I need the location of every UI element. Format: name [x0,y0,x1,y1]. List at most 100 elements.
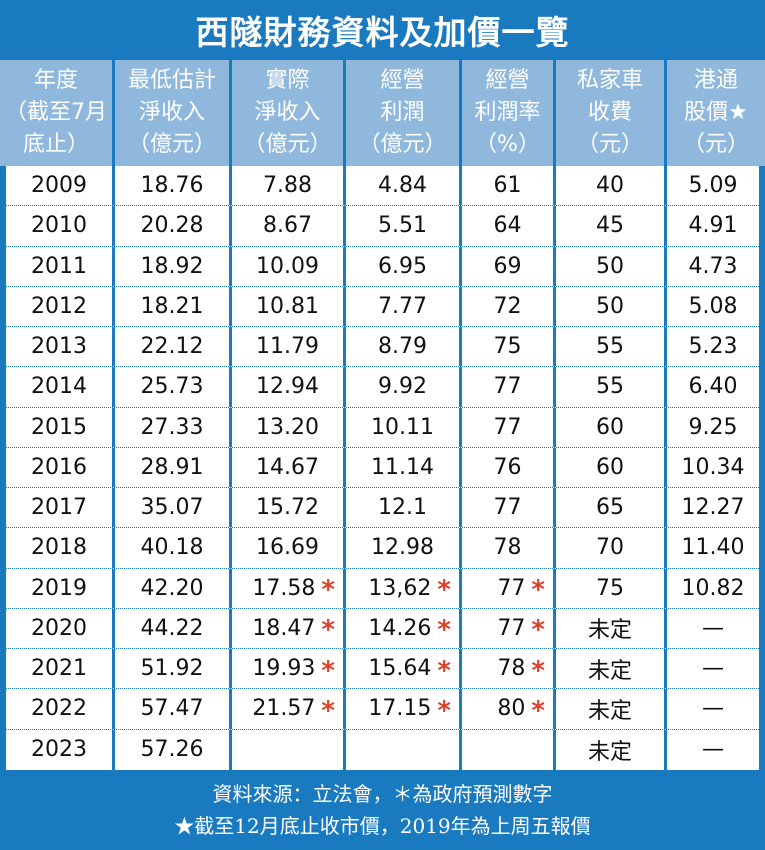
header-line: 經營 [380,68,425,93]
cell-value: 未定 [587,698,632,724]
forecast-asterisk-icon: * [531,655,545,686]
table-cell: — [667,730,759,770]
cell-value: 2016 [31,454,87,480]
cell-value: 2013 [31,334,87,360]
table-cell: 55 [556,367,667,407]
cell-value: — [702,737,724,763]
cell-value: 28.91 [140,454,204,480]
cell-value: 5.23 [688,334,738,360]
table-cell: 10.82 [667,569,759,608]
table-cell: 70 [556,528,667,568]
cell-value: 10.82 [681,575,745,601]
cell-value: 78 [493,535,522,561]
table-cell: 25.73 [115,367,232,407]
cell-value: 55 [596,374,624,400]
table-cell: 2014 [6,367,115,407]
table-cell: 2020 [6,608,115,648]
table-cell: 19.93 * [232,649,346,689]
table-cell: 57.47 [115,689,232,729]
table-cell: 10.11 [346,407,462,447]
forecast-asterisk-icon: * [321,575,335,606]
forecast-asterisk-icon: * [437,655,451,686]
table-cell: 2019 [6,568,115,608]
table-cell: 7.88 [232,166,346,206]
cell-value: 69 [493,253,522,279]
cell-value: 10.09 [256,253,319,279]
cell-value: 60 [596,454,624,480]
table-cell: 18.47 * [232,608,346,648]
header-line: 私家車 [576,68,643,93]
table-cell: 9.92 [346,367,462,407]
cell-value: 8.67 [263,213,312,239]
table-cell: 10.34 [667,448,759,487]
table-row: 2017 35.07 15.72 12.1 77 65 12.27 [6,488,759,529]
table-row: 2023 57.26 未定 — [6,729,759,770]
cell-value: 6.95 [378,253,427,279]
table-row: 2011 18.92 10.09 6.95 69 50 4.73 [6,246,759,287]
table-cell: 45 [556,206,667,246]
table-cell: 未定 [556,608,667,648]
forecast-asterisk-icon: * [437,575,451,606]
table-cell: 51.92 [115,649,232,689]
cell-value: 44.22 [140,615,204,641]
cell-value: 16.69 [256,535,319,561]
cell-value: 77 [497,615,526,641]
header-line: （億元） [358,132,447,157]
table-cell: — [667,689,759,728]
table-cell: 11.40 [667,528,759,567]
table-cell: 16.69 [232,528,346,568]
table-cell: 57.26 [115,729,232,770]
cell-value: 40.18 [140,535,204,561]
header-line: （億元） [127,132,216,157]
table-cell: 2017 [6,488,115,528]
table-cell: 21.57 * [232,689,346,729]
table-cell: 2013 [6,327,115,367]
header-line: 利潤 [380,100,425,125]
header-line: 年度 [33,68,78,93]
table-cell: 5.08 [667,287,759,326]
cell-value: 18.21 [140,293,204,319]
table-cell [462,729,556,770]
table-cell: 18.92 [115,246,232,286]
cell-value: 4.91 [688,213,738,239]
cell-value: 35.07 [140,495,204,521]
table-cell: 10.81 [232,286,346,326]
table-cell: 80 * [462,689,556,729]
header-line: 港通 [693,68,738,93]
header-line: 最低估計 [127,68,216,93]
table-header: 年度 （截至7月 底止） 最低估計 淨收入 （億元） 實際 淨收入 （億元） 經營 利潤 （億元） 經營… [0,60,765,166]
cell-value: 8.79 [378,334,427,360]
table-row: 2018 40.18 16.69 12.98 78 70 11.40 [6,528,759,569]
header-line: （截至7月 [5,100,107,125]
cell-value: 2015 [31,414,87,440]
table-cell: 20.28 [115,206,232,246]
footer-star-note: ★截至12月底止收市價，2019年為上周五報價 [174,814,591,838]
cell-value: 未定 [587,658,632,684]
table-cell: 12.98 [346,528,462,568]
cell-value: 2009 [31,173,87,199]
cell-value: 10.81 [256,293,319,319]
header-line: 經營 [485,68,530,93]
table-cell: 60 [556,447,667,487]
table-cell: 77 * [462,568,556,608]
header-cell: 經營利潤 （億元） [346,60,462,166]
table-cell: 77 [462,367,556,407]
header-line: 股價★ [684,100,748,125]
cell-value: 78 [497,656,526,682]
table-cell: 27.33 [115,407,232,447]
cell-value: 12.98 [371,535,434,561]
cell-value: 70 [596,535,624,561]
cell-value: 57.26 [140,737,204,763]
table-cell: 15.64 * [346,649,462,689]
table-cell: 6.40 [667,367,759,406]
table-cell: 5.09 [667,166,759,205]
table-cell: 78 * [462,649,556,689]
cell-value: 77 [493,414,522,440]
header-line: （元） [576,132,643,157]
forecast-asterisk-icon: * [437,695,451,726]
cell-value: 22.12 [140,334,204,360]
header-cell: 港通 股價★ （元） [667,60,765,166]
cell-value: — [702,656,724,682]
forecast-asterisk-icon: * [531,575,545,606]
